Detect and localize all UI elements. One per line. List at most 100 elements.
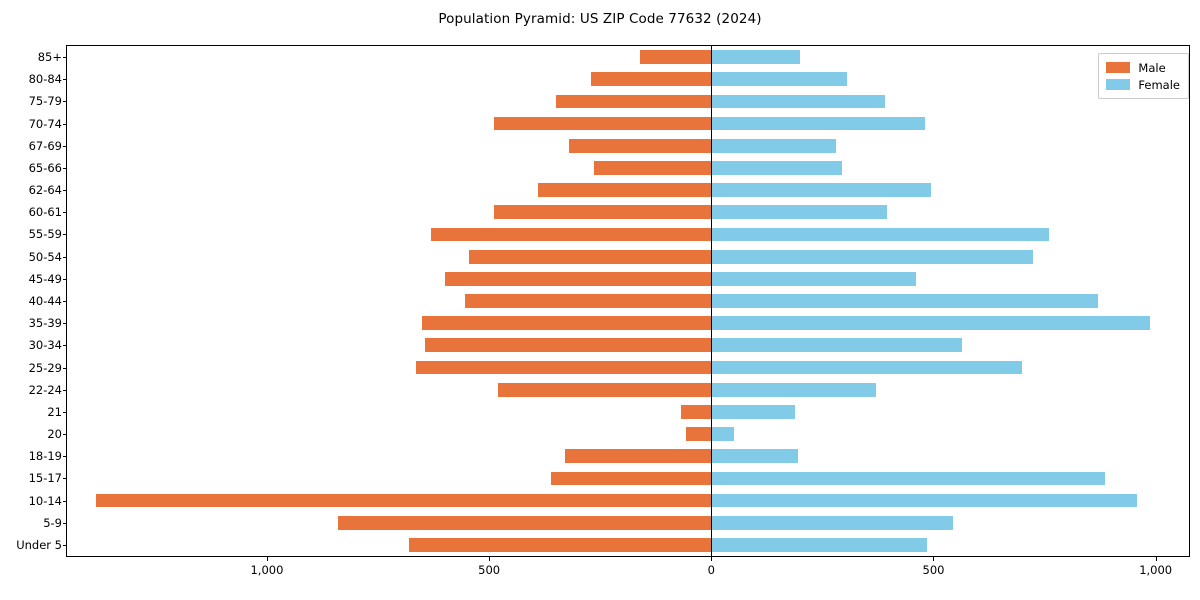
bar-male xyxy=(469,249,712,264)
legend-label-female: Female xyxy=(1138,77,1180,92)
x-tick-label: 0 xyxy=(707,563,715,577)
bar-female xyxy=(711,116,925,131)
y-tick-mark xyxy=(62,101,66,103)
bar-female xyxy=(711,316,1151,331)
bar-row xyxy=(67,116,1189,131)
y-tick-mark xyxy=(62,478,66,480)
y-tick-mark xyxy=(62,323,66,325)
zero-axis-line xyxy=(711,46,713,556)
bar-male xyxy=(593,161,712,175)
y-tick-mark xyxy=(62,145,66,147)
bar-female xyxy=(711,249,1034,264)
x-tick-mark xyxy=(933,557,935,561)
y-tick-label: 50-54 xyxy=(28,249,62,264)
y-tick-mark xyxy=(62,345,66,347)
y-tick-label: 21 xyxy=(47,404,62,419)
legend-swatch-female xyxy=(1106,79,1131,90)
bar-male xyxy=(409,538,712,552)
y-tick-mark xyxy=(62,57,66,59)
y-tick-label: 75-79 xyxy=(28,94,62,109)
bar-male xyxy=(569,138,712,153)
y-tick-mark xyxy=(62,411,66,413)
y-tick-label: 5-9 xyxy=(43,515,62,530)
bar-row xyxy=(67,183,1189,197)
bar-male xyxy=(444,271,712,286)
bar-female xyxy=(711,493,1137,508)
x-tick-label: 500 xyxy=(922,563,945,577)
x-axis: 1,000 500 0 500 1,000 xyxy=(66,557,1190,597)
bar-male xyxy=(493,205,712,220)
x-tick-label: 1,000 xyxy=(250,563,284,577)
bar-female xyxy=(711,471,1105,486)
y-tick-label: 60-61 xyxy=(28,205,62,220)
bar-male xyxy=(591,72,712,87)
y-tick-mark xyxy=(62,522,66,524)
bar-row xyxy=(67,205,1189,220)
bar-male xyxy=(422,316,712,331)
bar-female xyxy=(711,271,916,286)
y-tick-label: 15-17 xyxy=(28,471,62,486)
y-tick-label: 55-59 xyxy=(28,227,62,242)
bar-row xyxy=(67,515,1189,530)
bar-male xyxy=(338,515,712,530)
bar-row xyxy=(67,538,1189,552)
y-tick-label: 40-44 xyxy=(28,294,62,308)
plot-area xyxy=(66,45,1190,557)
x-tick-mark xyxy=(1155,557,1157,561)
y-tick-label: 20 xyxy=(47,427,62,442)
bar-row xyxy=(67,404,1189,419)
bar-female xyxy=(711,205,887,220)
bar-female xyxy=(711,138,836,153)
bar-row xyxy=(67,493,1189,508)
y-tick-label: 10-14 xyxy=(28,493,62,508)
y-tick-label: 18-19 xyxy=(28,449,62,464)
bar-male xyxy=(681,404,712,419)
legend: Male Female xyxy=(1098,53,1189,99)
bar-row xyxy=(67,161,1189,175)
bar-male xyxy=(538,183,712,197)
y-tick-mark xyxy=(62,389,66,391)
y-tick-mark xyxy=(62,212,66,214)
bar-row xyxy=(67,50,1189,64)
legend-label-male: Male xyxy=(1138,60,1166,75)
y-tick-label: 67-69 xyxy=(28,138,62,153)
bar-male xyxy=(564,449,712,464)
legend-swatch-male xyxy=(1106,62,1131,73)
y-tick-mark xyxy=(62,301,66,302)
y-tick-label: 45-49 xyxy=(28,271,62,286)
bar-row xyxy=(67,294,1189,308)
y-tick-label: 80-84 xyxy=(28,72,62,87)
bar-male xyxy=(551,471,712,486)
x-tick-mark xyxy=(711,557,713,561)
x-tick-mark xyxy=(266,557,268,561)
x-tick-mark xyxy=(489,557,491,561)
bar-female xyxy=(711,338,963,353)
chart-title: Population Pyramid: US ZIP Code 77632 (2… xyxy=(438,11,762,27)
bar-male xyxy=(424,338,712,353)
bar-male xyxy=(640,50,712,64)
y-axis: 85+ 80-84 75-79 70-74 67-69 65-66 62-64 60-61 55… xyxy=(16,45,1190,557)
x-tick-label: 500 xyxy=(478,563,501,577)
bar-female xyxy=(711,449,798,464)
y-tick-mark xyxy=(62,434,66,436)
y-tick-mark xyxy=(62,456,66,458)
bar-male xyxy=(555,94,712,109)
legend-item-female: Female xyxy=(1106,76,1180,93)
bar-female xyxy=(711,427,734,441)
y-tick-mark xyxy=(62,367,66,369)
y-tick-label: 35-39 xyxy=(28,316,62,331)
y-tick-label: 25-29 xyxy=(28,360,62,375)
y-tick-label: 30-34 xyxy=(28,338,62,353)
bar-male xyxy=(415,360,712,375)
bar-female xyxy=(711,382,876,397)
y-tick-mark xyxy=(62,500,66,502)
y-tick-mark xyxy=(62,234,66,236)
bar-female xyxy=(711,50,801,64)
bar-row xyxy=(67,72,1189,87)
legend-item-male: Male xyxy=(1106,59,1180,76)
bar-male xyxy=(498,382,712,397)
x-tick-label: 1,000 xyxy=(1139,563,1173,577)
bar-row xyxy=(67,382,1189,397)
bar-female xyxy=(711,404,795,419)
